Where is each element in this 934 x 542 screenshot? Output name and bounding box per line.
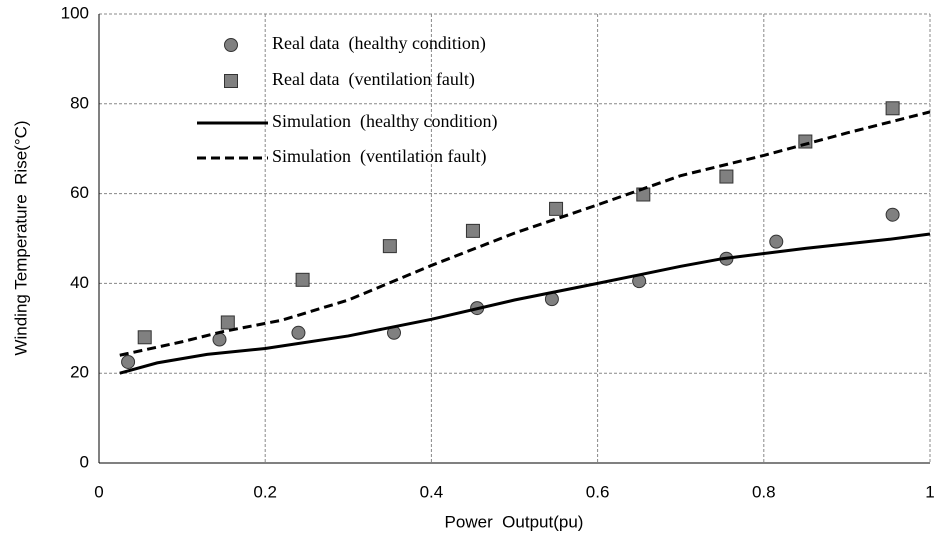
marker [549,201,564,216]
marker [121,354,136,369]
y-tick-label: 100 [61,3,89,22]
legend-label: Simulation (ventilation fault) [272,146,486,167]
legend-label: Simulation (healthy condition) [272,111,497,132]
marker [220,315,235,330]
y-tick-label: 60 [70,183,89,202]
line [119,232,931,375]
x-axis-label: Power Output(pu) [445,512,584,531]
marker [885,101,900,116]
x-tick-label: 1 [925,482,934,501]
marker [719,169,734,184]
marker [295,272,310,287]
marker [769,234,784,249]
y-tick-label: 0 [80,452,89,471]
legend-marker [224,38,238,52]
marker [465,223,480,238]
legend-marker [224,74,238,88]
x-tick-label: 0.4 [420,482,444,501]
marker [885,207,900,222]
x-tick-label: 0.8 [752,482,776,501]
marker [137,330,152,345]
x-tick-label: 0.2 [253,482,277,501]
y-tick-label: 20 [70,363,89,382]
marker [291,325,306,340]
marker [382,239,397,254]
x-tick-label: 0.6 [586,482,610,501]
y-tick-label: 40 [70,273,89,292]
legend-label: Real data (ventilation fault) [272,69,475,90]
y-tick-label: 80 [70,93,89,112]
line [119,110,931,357]
legend-label: Real data (healthy condition) [272,33,486,54]
marker [212,332,227,347]
x-tick-label: 0 [94,482,103,501]
y-axis-label: Winding Temperature Rise(°C) [11,120,30,355]
